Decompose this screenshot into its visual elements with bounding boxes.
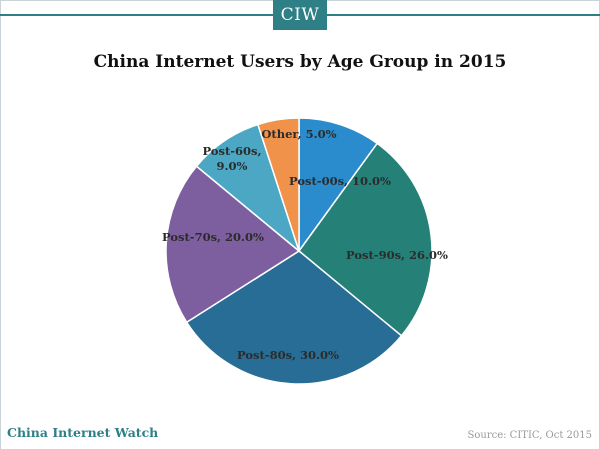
pie-slice bbox=[298, 117, 379, 254]
slice-label: Post-80s, 30.0% bbox=[237, 348, 339, 362]
ciw-logo: CIW bbox=[273, 0, 327, 30]
slice-label: Post-90s, 26.0% bbox=[346, 248, 448, 262]
slice-label: Post-60s, 9.0% bbox=[202, 144, 261, 173]
brand-name: China Internet Watch bbox=[7, 425, 159, 440]
slice-label: Post-70s, 20.0% bbox=[162, 230, 264, 244]
source-note: Source: CITIC, Oct 2015 bbox=[467, 430, 592, 441]
slice-label: Other, 5.0% bbox=[261, 127, 336, 141]
pie-slice bbox=[256, 117, 300, 252]
pie-slice bbox=[297, 142, 433, 337]
pie-slice bbox=[185, 250, 403, 385]
pie-slice bbox=[165, 165, 301, 324]
chart-title: China Internet Users by Age Group in 201… bbox=[93, 52, 507, 72]
slice-label: Post-00s, 10.0% bbox=[289, 174, 391, 188]
